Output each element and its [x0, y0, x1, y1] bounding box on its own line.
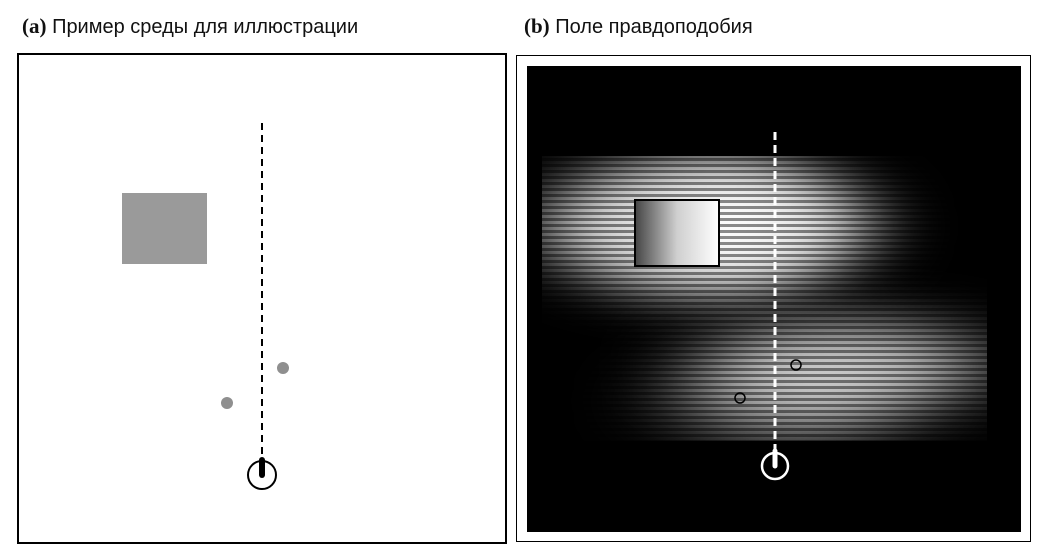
panel-b-tag: (b) [524, 14, 550, 38]
obstacle-outline [634, 199, 720, 267]
environment-map-panel [17, 53, 507, 544]
panel-a-caption: (a) Пример среды для иллюстрации [22, 14, 358, 39]
panel-a-tag: (a) [22, 14, 47, 38]
landmark-point-2 [221, 397, 233, 409]
panel-b-title: Поле правдоподобия [555, 16, 753, 38]
panel-b-caption: (b) Поле правдоподобия [524, 14, 753, 39]
likelihood-field-panel [516, 55, 1031, 542]
obstacle-rectangle [122, 193, 207, 264]
panel-a-title: Пример среды для иллюстрации [52, 16, 359, 38]
likelihood-field-canvas [527, 66, 1021, 532]
landmark-marker-1 [790, 359, 802, 371]
robot-icon [247, 460, 277, 490]
environment-map-canvas [122, 123, 289, 490]
landmark-point-1 [277, 362, 289, 374]
landmark-marker-2 [734, 392, 746, 404]
